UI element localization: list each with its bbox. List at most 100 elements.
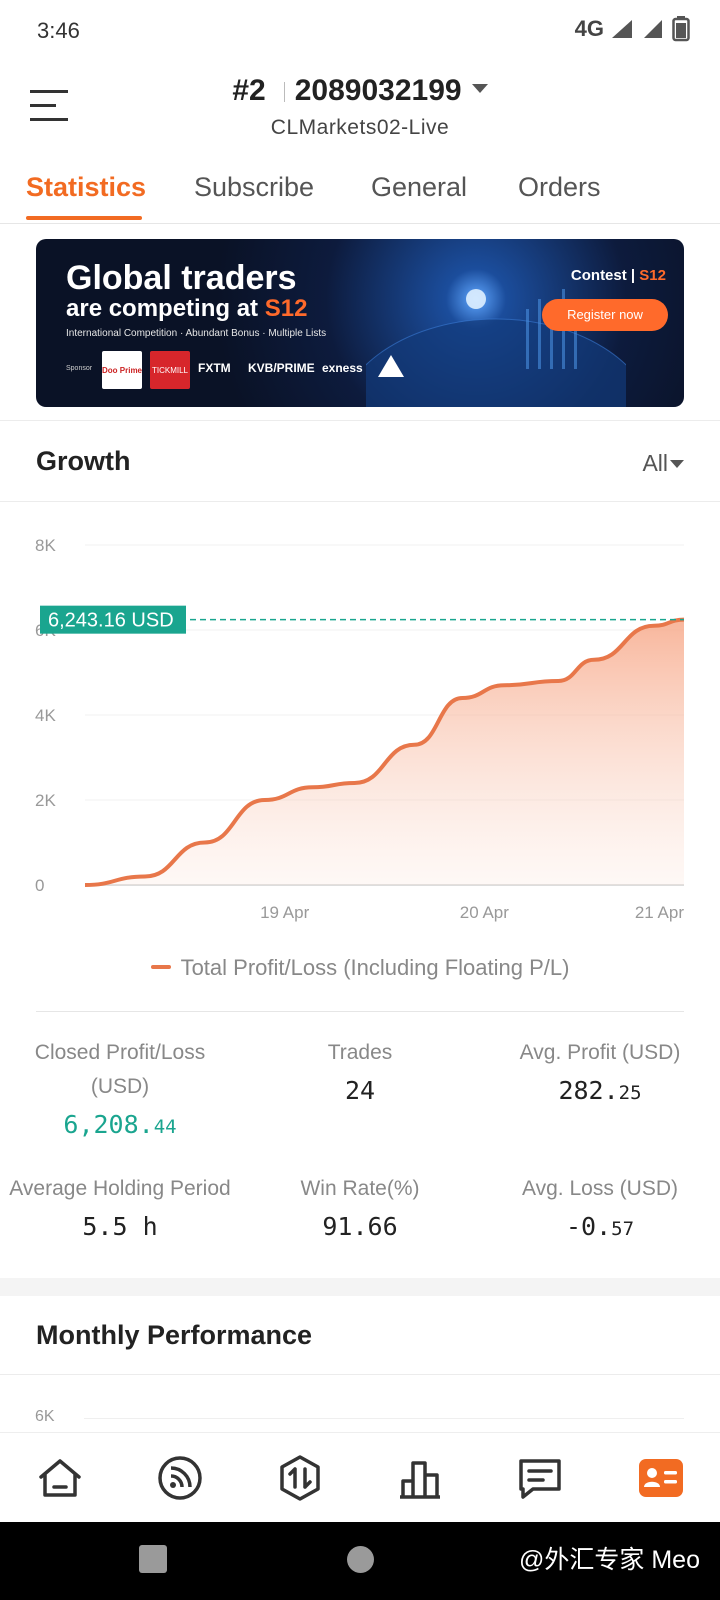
home-button[interactable] [347, 1546, 374, 1573]
contest-text: Contest [570, 267, 627, 284]
divider [0, 420, 720, 421]
x-tick-label: 20 Apr [460, 903, 509, 922]
section-gap [0, 1278, 720, 1296]
sponsor-mountain-logo [378, 355, 404, 377]
current-value-label: 6,243.16 USD [48, 610, 174, 632]
globe-graphic [366, 289, 626, 407]
status-icons: 4G [575, 16, 690, 42]
recents-button[interactable] [139, 1545, 167, 1573]
monthly-chart-tick: 6K [35, 1408, 55, 1425]
menu-icon[interactable] [30, 88, 70, 124]
win-rate-stat: Win Rate(%) 91.66 [240, 1172, 480, 1241]
stat-value: 24 [344, 1076, 376, 1105]
banner-subtitle-text: are competing at [66, 295, 259, 322]
sponsor-label: Sponsor [66, 365, 93, 372]
register-now-button[interactable]: Register now [542, 299, 668, 331]
sponsor-tickmill-logo: TICKMILL [150, 351, 190, 389]
ranking-icon[interactable] [395, 1453, 445, 1503]
trade-icon[interactable] [275, 1453, 325, 1503]
chart-legend: Total Profit/Loss (Including Floating P/… [0, 955, 720, 981]
trades-stat: Trades 24 [240, 1036, 480, 1105]
stat-label: Average Holding Period [9, 1177, 231, 1200]
legend-swatch [150, 965, 171, 970]
sponsor-exness-logo: exness [322, 361, 363, 375]
status-bar: 3:46 4G [0, 0, 720, 64]
current-value-tag [40, 605, 186, 634]
banner-tagline: International Competition · Abundant Bon… [66, 328, 327, 339]
y-tick-label: 4K [35, 706, 56, 725]
monthly-chart-gridline [84, 1418, 684, 1419]
tab-subscribe[interactable]: Subscribe [194, 172, 315, 202]
bottom-navigation [0, 1432, 720, 1524]
status-time: 3:46 [37, 18, 80, 43]
stat-label-line1: Closed Profit/Loss [34, 1041, 206, 1064]
stat-value-dec: 57 [611, 1218, 635, 1240]
stat-label: Win Rate(%) [300, 1177, 420, 1200]
tab-statistics[interactable]: Statistics [26, 172, 147, 202]
stat-label-line2: (USD) [90, 1075, 150, 1098]
battery-icon [672, 16, 690, 42]
contest-label: Contest | S12 [570, 267, 666, 284]
growth-line [84, 617, 685, 887]
holding-period-stat: Average Holding Period 5.5 h [0, 1172, 240, 1241]
system-navigation-bar: @外汇专家 Meo [0, 1522, 720, 1600]
x-tick-label: 19 Apr [260, 903, 309, 922]
divider [0, 1374, 720, 1375]
avg-profit-stat: Avg. Profit (USD) 282.25 [480, 1036, 720, 1105]
stat-value-int: 282. [558, 1076, 619, 1105]
banner-title: Global traders [66, 259, 297, 297]
stat-value-dec: 25 [618, 1082, 642, 1104]
contest-season: S12 [639, 267, 666, 284]
divider [36, 1011, 684, 1012]
legend-label: Total Profit/Loss (Including Floating P/… [180, 955, 570, 980]
banner-subtitle: are competing at S12 [66, 295, 307, 323]
tab-bar: Statistics Subscribe General Orders [0, 160, 720, 224]
account-selector[interactable]: #2 2089032199 [0, 74, 720, 108]
y-tick-label: 2K [35, 791, 56, 810]
stat-value-dec: 44 [153, 1116, 177, 1138]
growth-range-filter[interactable]: All [642, 450, 668, 476]
stat-label: Avg. Profit (USD) [519, 1041, 681, 1064]
growth-header: Growth All [0, 422, 720, 502]
chevron-down-icon[interactable] [670, 460, 684, 468]
avg-loss-stat: Avg. Loss (USD) -0.57 [480, 1172, 720, 1241]
profile-icon[interactable] [636, 1453, 686, 1503]
x-tick-label: 21 Apr [635, 903, 684, 922]
closed-profit-loss-stat: Closed Profit/Loss (USD) 6,208.44 [0, 1036, 240, 1139]
account-rank: #2 [232, 74, 266, 107]
banner-season: S12 [264, 295, 308, 322]
tab-general[interactable]: General [371, 172, 468, 202]
divider [283, 82, 285, 103]
feed-icon[interactable] [155, 1453, 205, 1503]
contest-banner[interactable]: Global traders are competing at S12 Inte… [36, 239, 684, 407]
signal-2-icon [644, 20, 662, 38]
tab-orders[interactable]: Orders [518, 172, 601, 202]
growth-title: Growth [36, 446, 131, 476]
y-tick-label: 0 [35, 876, 44, 895]
y-tick-label: 8K [35, 536, 56, 555]
home-icon[interactable] [35, 1453, 85, 1503]
sponsor-kvb-logo: KVB/PRIME [248, 361, 315, 375]
growth-area [85, 619, 684, 885]
stat-value: 6,208.44 [0, 1110, 240, 1139]
stat-value: 5.5 h [82, 1212, 158, 1241]
stat-value-int: 6,208. [63, 1110, 154, 1139]
watermark: @外汇专家 Meo [519, 1546, 700, 1574]
monthly-performance-title: Monthly Performance [36, 1320, 313, 1350]
stat-value: 91.66 [322, 1212, 398, 1241]
sponsor-doo-prime-logo: Doo Prime [102, 351, 142, 389]
stat-label: Trades [327, 1041, 393, 1064]
active-tab-indicator [26, 216, 142, 220]
chevron-down-icon [471, 83, 488, 93]
signal-icon [612, 20, 632, 38]
stat-label: Avg. Loss (USD) [522, 1177, 678, 1200]
account-header: #2 2089032199 CLMarkets02-Live [0, 64, 720, 154]
sponsor-fxtm-logo: FXTM [198, 361, 231, 375]
stat-label: Closed Profit/Loss (USD) [0, 1036, 240, 1104]
stat-value: 282.25 [480, 1076, 720, 1105]
account-id: 2089032199 [294, 74, 462, 107]
messages-icon[interactable] [515, 1453, 565, 1503]
network-type: 4G [574, 16, 604, 41]
stat-value: -0.57 [480, 1212, 720, 1241]
